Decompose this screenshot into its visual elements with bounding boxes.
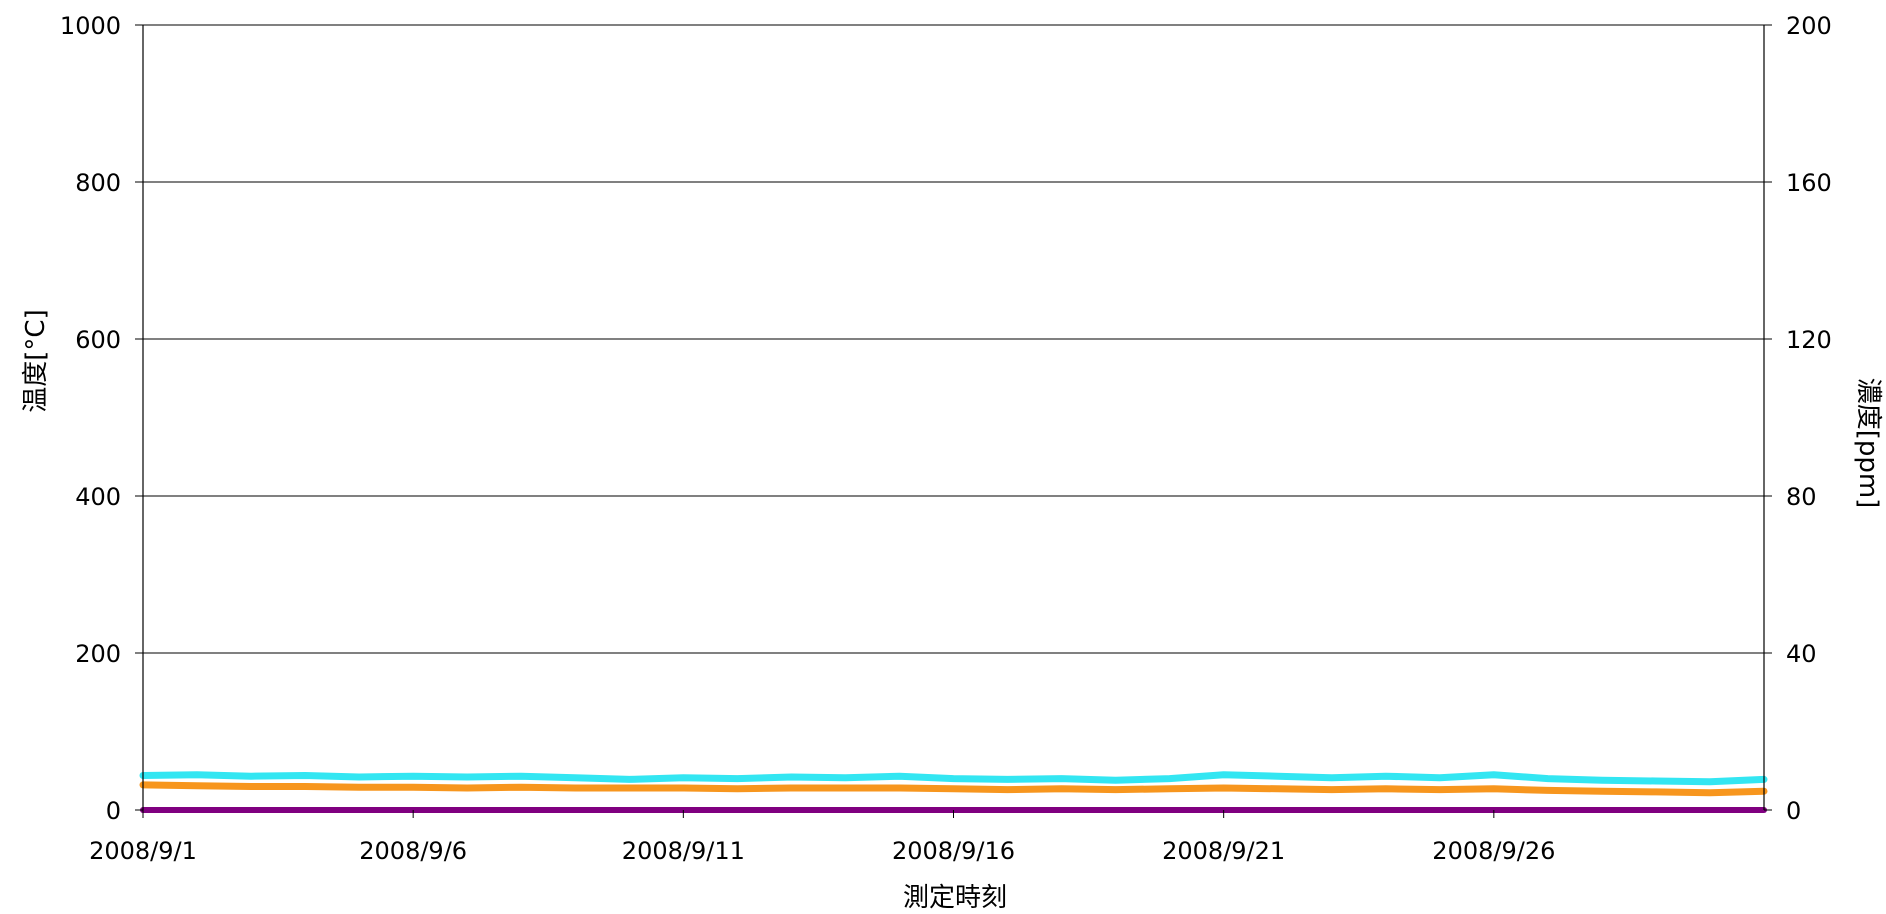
y-left-tick-label: 200 xyxy=(75,640,121,668)
y-right-tick-label: 40 xyxy=(1786,640,1817,668)
y-right-tick-label: 80 xyxy=(1786,483,1817,511)
y-right-tick-label: 120 xyxy=(1786,326,1832,354)
x-tick-label: 2008/9/21 xyxy=(1162,837,1285,865)
x-tick-label: 2008/9/1 xyxy=(89,837,197,865)
y-right-tick-label: 0 xyxy=(1786,797,1801,825)
y-axis-right-title: 濃度[ppm] xyxy=(1853,378,1883,509)
axes xyxy=(135,25,1772,818)
x-tick-label: 2008/9/6 xyxy=(359,837,467,865)
x-axis-title: 測定時刻 xyxy=(903,883,1007,910)
y-left-tick-label: 1000 xyxy=(60,12,121,40)
series-lines xyxy=(143,775,1764,811)
y-axis-left-title: 温度[°C] xyxy=(21,309,51,412)
x-tick-label: 2008/9/16 xyxy=(892,837,1015,865)
series-line xyxy=(143,775,1764,782)
y-left-tick-label: 400 xyxy=(75,483,121,511)
x-tick-label: 2008/9/26 xyxy=(1432,837,1555,865)
grid-lines xyxy=(143,25,1764,810)
y-left-tick-label: 800 xyxy=(75,169,121,197)
x-tick-label: 2008/9/11 xyxy=(622,837,745,865)
y-right-tick-label: 200 xyxy=(1786,12,1832,40)
y-right-tick-label: 160 xyxy=(1786,169,1832,197)
y-left-tick-label: 0 xyxy=(106,797,121,825)
tick-labels: 0 0 200 40 400 80 600 120 800 160 1000 200 2008/9/1 2… xyxy=(60,12,1832,865)
y-left-tick-label: 600 xyxy=(75,326,121,354)
